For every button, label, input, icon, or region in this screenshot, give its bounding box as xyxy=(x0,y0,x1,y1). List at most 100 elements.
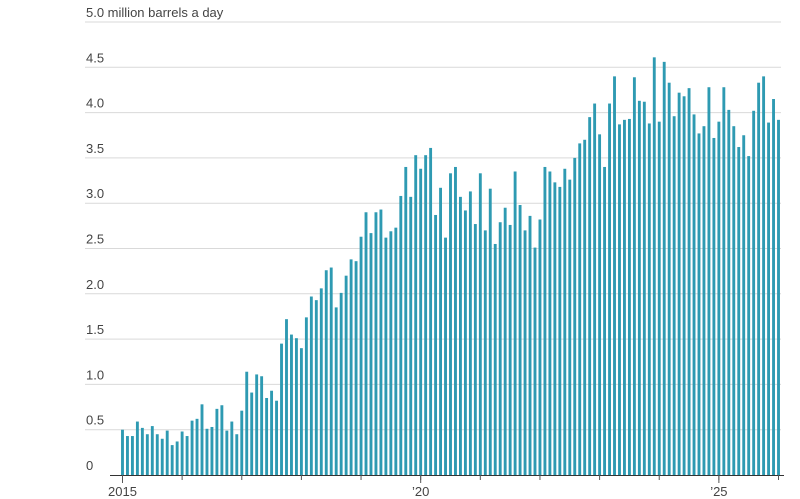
bar xyxy=(667,82,671,475)
bar xyxy=(672,116,676,475)
bar xyxy=(299,348,303,475)
bar xyxy=(170,445,174,475)
bar xyxy=(260,376,264,475)
bar xyxy=(150,426,154,475)
bar xyxy=(603,166,607,475)
bar xyxy=(344,275,348,475)
bar xyxy=(250,392,254,475)
y-tick-label: 5.0 million barrels a day xyxy=(86,5,224,20)
bar xyxy=(155,434,159,475)
bar xyxy=(160,438,164,475)
bar xyxy=(434,214,438,476)
bar xyxy=(290,334,293,475)
bar xyxy=(349,259,353,475)
bar xyxy=(513,171,517,476)
y-tick-label: 1.5 xyxy=(86,322,104,337)
bar xyxy=(732,126,736,475)
bar xyxy=(543,166,547,475)
bar xyxy=(553,182,557,476)
bar xyxy=(588,117,592,475)
bar xyxy=(319,288,323,475)
bar xyxy=(444,237,447,475)
bar xyxy=(180,431,184,475)
bar xyxy=(354,261,358,475)
bar xyxy=(329,267,333,475)
bar xyxy=(613,76,616,476)
bar xyxy=(468,191,472,476)
bar xyxy=(767,122,771,475)
bar xyxy=(255,374,259,475)
bar xyxy=(627,118,631,475)
bar xyxy=(205,428,209,475)
bar xyxy=(235,434,239,475)
x-axis-ticks: 2015 ’20 ’25 xyxy=(108,475,780,499)
bar xyxy=(752,110,756,475)
bar xyxy=(121,429,124,475)
bar xyxy=(623,119,626,475)
bar xyxy=(399,195,403,475)
bar xyxy=(414,155,418,475)
bar xyxy=(135,421,139,475)
bar xyxy=(737,147,741,475)
bar xyxy=(275,400,278,475)
bar xyxy=(379,209,383,476)
bar xyxy=(647,123,651,475)
gridlines xyxy=(85,21,781,431)
bar xyxy=(374,212,378,475)
bar xyxy=(697,133,701,475)
bar xyxy=(140,427,144,475)
x-tick-label: 2015 xyxy=(108,484,137,499)
bar xyxy=(608,103,611,475)
bar xyxy=(424,155,428,475)
bar xyxy=(130,436,134,475)
bar xyxy=(270,390,274,475)
bar xyxy=(722,87,726,475)
bar xyxy=(449,173,452,476)
bar xyxy=(707,87,711,475)
bar xyxy=(503,207,507,476)
bar xyxy=(478,173,482,476)
bar xyxy=(404,166,408,475)
bar xyxy=(294,338,298,475)
bar xyxy=(459,196,462,476)
bar xyxy=(538,219,542,475)
y-tick-label: 4.5 xyxy=(86,50,104,65)
y-tick-label: 0.5 xyxy=(86,413,104,428)
y-tick-label: 4.0 xyxy=(86,96,104,111)
bar xyxy=(652,57,656,475)
bar xyxy=(747,156,751,475)
bar xyxy=(190,420,194,475)
bar xyxy=(200,404,204,475)
bar xyxy=(324,270,328,475)
bar xyxy=(384,237,388,475)
bar xyxy=(488,188,492,475)
y-tick-label: 2.5 xyxy=(86,232,104,247)
bar xyxy=(702,126,706,475)
bar xyxy=(637,100,641,475)
bar xyxy=(210,426,214,475)
y-tick-label: 3.0 xyxy=(86,186,104,201)
bar xyxy=(568,179,572,475)
bar xyxy=(578,143,582,475)
y-tick-label: 2.0 xyxy=(86,277,104,292)
bar xyxy=(632,77,636,476)
bar xyxy=(359,236,363,475)
bar xyxy=(419,168,423,475)
bar xyxy=(304,317,308,475)
bar xyxy=(225,430,229,475)
bar xyxy=(657,121,661,475)
bar xyxy=(712,137,716,475)
bar xyxy=(265,397,269,475)
x-tick-label: ’20 xyxy=(412,484,429,499)
bar xyxy=(394,227,398,475)
bar xyxy=(389,231,393,475)
bar xyxy=(563,168,567,475)
bar xyxy=(692,114,696,475)
bar xyxy=(220,405,224,475)
bar xyxy=(454,166,457,475)
bar xyxy=(364,212,368,475)
bar-series xyxy=(121,57,780,476)
bar xyxy=(583,139,587,475)
bar xyxy=(473,224,477,475)
bar xyxy=(593,103,597,475)
